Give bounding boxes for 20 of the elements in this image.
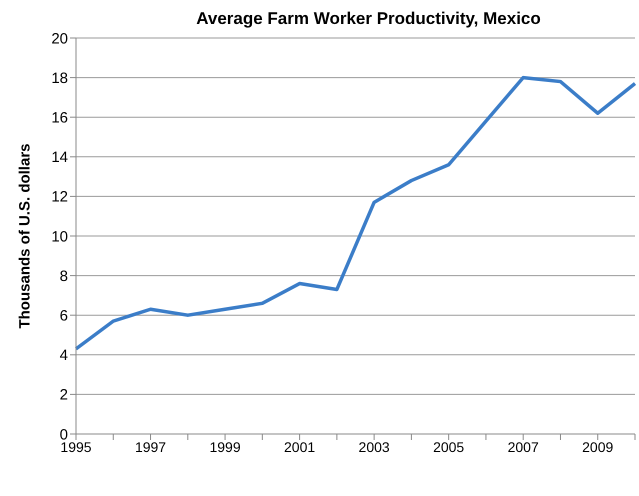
x-tick-label: 1997 bbox=[134, 438, 166, 455]
y-tick-label: 14 bbox=[51, 149, 68, 166]
y-tick-label: 4 bbox=[60, 347, 68, 364]
chart-title: Average Farm Worker Productivity, Mexico bbox=[195, 8, 542, 30]
y-tick-label: 16 bbox=[51, 110, 68, 127]
x-tick-label: 2007 bbox=[508, 438, 539, 455]
y-tick-label: 18 bbox=[51, 70, 68, 87]
x-tick-label: 1999 bbox=[209, 438, 241, 455]
y-tick-label: 12 bbox=[51, 188, 68, 206]
line-series bbox=[74, 76, 637, 351]
y-tick-label: 8 bbox=[60, 268, 68, 285]
y-tick-label: 6 bbox=[60, 308, 68, 325]
y-tick-label: 20 bbox=[51, 30, 68, 48]
x-tick-label: 2003 bbox=[358, 438, 390, 455]
x-tick-label: 2005 bbox=[433, 438, 464, 455]
x-tick-label: 2009 bbox=[582, 438, 614, 455]
y-tick-label: 2 bbox=[60, 386, 68, 404]
y-axis-title: Thousands of U.S. dollars bbox=[16, 143, 34, 329]
x-tick-label: 2001 bbox=[284, 438, 316, 455]
y-tick-label: 10 bbox=[51, 228, 68, 246]
